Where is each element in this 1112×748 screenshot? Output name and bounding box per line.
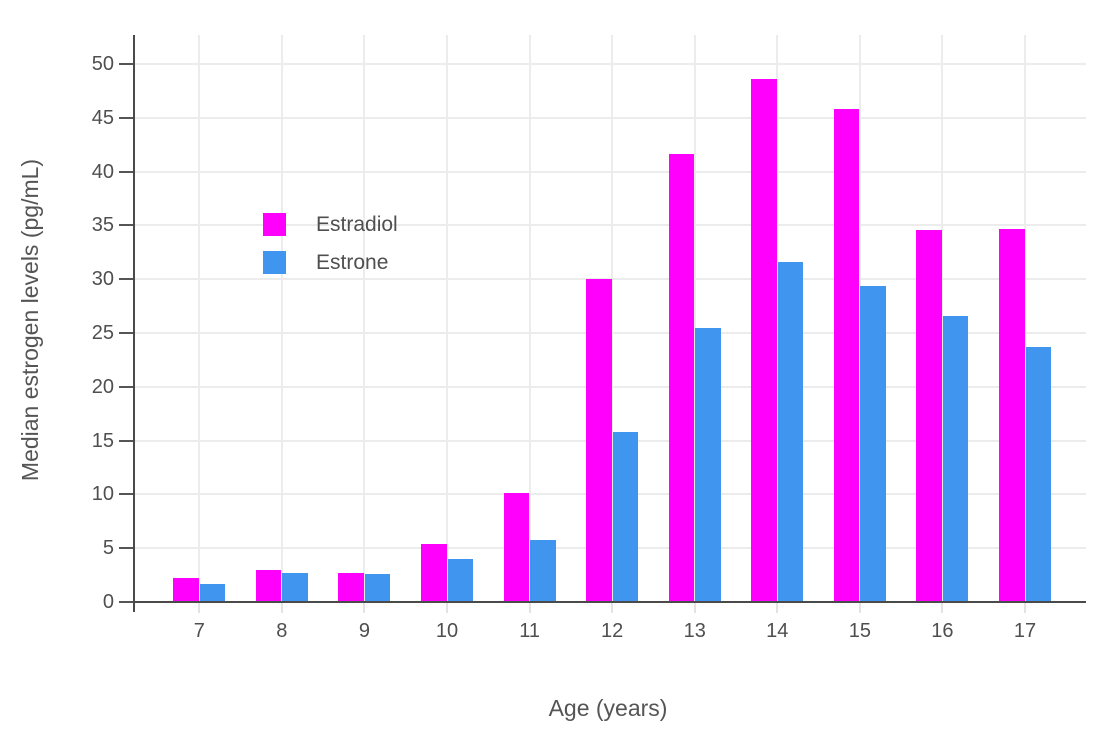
x-gridline bbox=[611, 35, 614, 602]
bar-estrone-age-11 bbox=[530, 539, 556, 602]
x-axis-tick bbox=[693, 603, 696, 613]
bar-estrone-age-9 bbox=[364, 574, 391, 602]
x-axis-title: Age (years) bbox=[548, 695, 668, 721]
y-tick-label: 50 bbox=[91, 53, 114, 75]
y-tick-label: 30 bbox=[91, 268, 114, 291]
x-tick-label: 10 bbox=[435, 620, 459, 642]
bar-estradiol-age-17 bbox=[999, 228, 1025, 602]
x-axis-tick bbox=[1024, 603, 1026, 613]
x-tick-label: 15 bbox=[848, 620, 871, 642]
x-tick-label: 14 bbox=[766, 620, 789, 642]
x-tick-label: 16 bbox=[931, 620, 954, 642]
y-axis-tick bbox=[119, 278, 134, 281]
bar-estradiol-age-11 bbox=[503, 493, 530, 602]
x-axis-tick bbox=[446, 603, 448, 613]
x-axis-tick bbox=[363, 603, 366, 613]
x-gridline bbox=[693, 35, 696, 602]
y-tick-label: 45 bbox=[91, 106, 114, 129]
x-axis-line bbox=[133, 601, 1086, 603]
x-tick-label: 12 bbox=[601, 620, 624, 642]
bar-estradiol-age-12 bbox=[586, 279, 612, 602]
x-tick-label: 8 bbox=[276, 620, 288, 642]
x-axis-tick bbox=[611, 603, 614, 613]
x-tick-label: 7 bbox=[193, 620, 205, 642]
x-tick-label: 13 bbox=[683, 620, 706, 642]
y-tick-label: 10 bbox=[91, 483, 114, 506]
y-tick-label: 0 bbox=[102, 591, 114, 613]
bar-estrone-age-13 bbox=[695, 327, 721, 602]
x-gridline bbox=[858, 35, 861, 602]
y-gridline bbox=[134, 224, 1086, 227]
bar-estradiol-age-10 bbox=[421, 543, 447, 602]
legend-label-estrone: Estrone bbox=[316, 251, 389, 274]
bar-estradiol-age-8 bbox=[255, 569, 282, 602]
x-gridline bbox=[198, 35, 201, 602]
bar-estrone-age-7 bbox=[199, 583, 226, 602]
x-axis-tick bbox=[858, 603, 861, 613]
y-tick-label: 35 bbox=[91, 214, 114, 237]
x-gridline bbox=[776, 35, 779, 602]
bar-estrone-age-17 bbox=[1025, 346, 1051, 602]
y-axis-tick bbox=[119, 332, 134, 334]
y-gridline bbox=[134, 63, 1086, 65]
y-tick-label: 20 bbox=[91, 375, 114, 398]
x-gridline bbox=[446, 35, 448, 602]
estradiol-swatch-icon bbox=[263, 213, 286, 236]
bar-estradiol-age-14 bbox=[751, 79, 777, 602]
x-gridline bbox=[941, 35, 944, 602]
x-tick-label: 17 bbox=[1013, 620, 1037, 642]
legend-item-estradiol[interactable]: Estradiol bbox=[263, 213, 398, 236]
y-axis-tick bbox=[119, 493, 134, 496]
x-axis-tick bbox=[776, 603, 779, 613]
y-axis-tick bbox=[119, 116, 134, 119]
legend: Estradiol Estrone bbox=[263, 213, 398, 274]
x-axis-tick bbox=[280, 603, 283, 613]
y-gridline bbox=[134, 116, 1086, 119]
bar-estradiol-age-13 bbox=[668, 154, 695, 602]
y-tick-label: 5 bbox=[102, 537, 114, 560]
x-gridline bbox=[363, 35, 366, 602]
estrone-swatch-icon bbox=[263, 251, 286, 274]
x-gridline bbox=[528, 35, 531, 602]
y-axis-tick bbox=[119, 601, 134, 603]
legend-item-estrone[interactable]: Estrone bbox=[263, 251, 398, 274]
y-axis-tick bbox=[119, 224, 134, 227]
legend-label-estradiol: Estradiol bbox=[316, 213, 398, 236]
y-axis-line bbox=[133, 35, 135, 612]
y-gridline bbox=[134, 170, 1086, 173]
bar-estradiol-age-7 bbox=[173, 578, 199, 602]
y-axis-tick bbox=[119, 547, 134, 550]
y-tick-label: 40 bbox=[91, 160, 114, 183]
bar-estrone-age-8 bbox=[282, 572, 308, 602]
bar-estrone-age-15 bbox=[860, 285, 886, 602]
y-axis-tick bbox=[119, 63, 134, 65]
bar-estradiol-age-16 bbox=[916, 229, 942, 602]
y-axis-tick bbox=[119, 385, 134, 388]
x-tick-label: 11 bbox=[519, 620, 540, 642]
x-axis-tick bbox=[198, 603, 201, 613]
y-tick-label: 25 bbox=[91, 322, 114, 344]
x-axis-tick bbox=[528, 603, 531, 613]
bar-estrone-age-14 bbox=[777, 261, 804, 602]
bar-estradiol-age-15 bbox=[833, 109, 860, 602]
x-tick-label: 9 bbox=[358, 620, 370, 642]
bar-estradiol-age-9 bbox=[338, 572, 364, 602]
bar-estrone-age-16 bbox=[942, 315, 969, 602]
y-axis-tick bbox=[119, 170, 134, 173]
bar-estrone-age-10 bbox=[447, 558, 473, 602]
x-gridline bbox=[280, 35, 283, 602]
bar-estrone-age-12 bbox=[612, 431, 639, 602]
y-tick-label: 15 bbox=[91, 429, 114, 452]
x-gridline bbox=[1024, 35, 1026, 602]
y-axis-tick bbox=[119, 439, 134, 442]
x-axis-tick bbox=[941, 603, 944, 613]
